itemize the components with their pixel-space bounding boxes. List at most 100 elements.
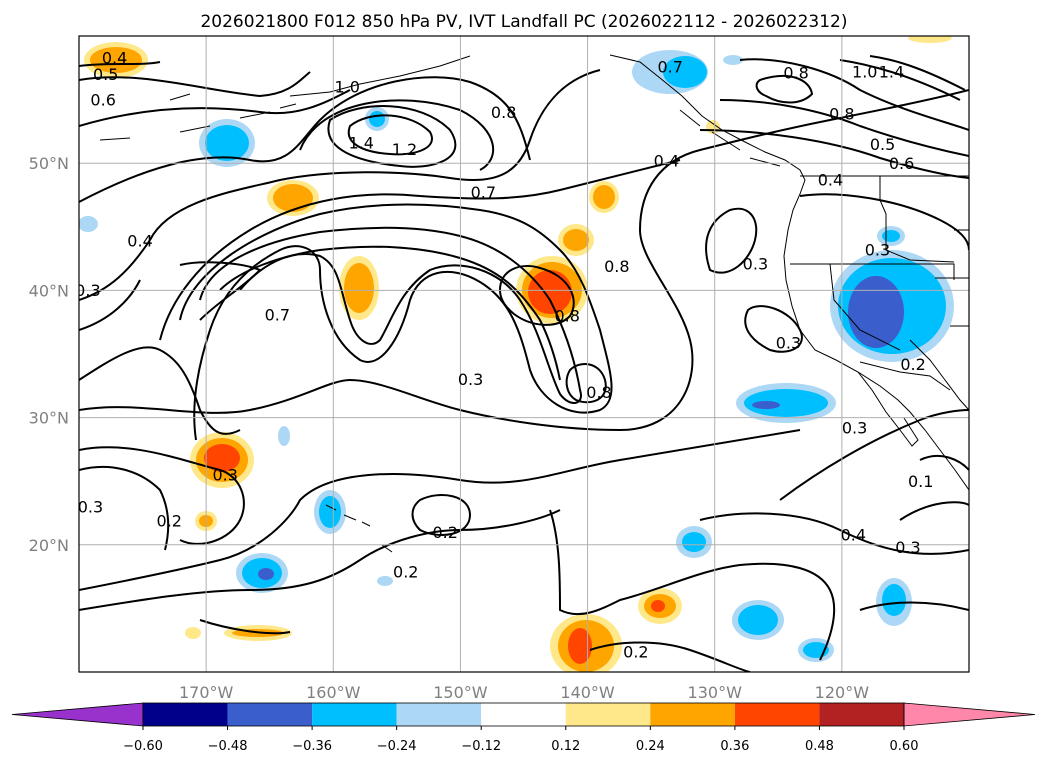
contour-label: 0.7 [471, 183, 496, 202]
y-axis-ticks: 20°N 30°N 40°N 50°N [29, 154, 69, 555]
contour-line [79, 346, 241, 435]
contour-label: 0.3 [75, 281, 100, 300]
colorbar-tick-label: 0.48 [805, 739, 834, 754]
contour-label: 0.5 [870, 135, 895, 154]
contour-line [565, 363, 607, 404]
negative-anomaly-blob [738, 605, 778, 635]
contour-line [411, 494, 472, 536]
contour-line [79, 509, 561, 611]
colorbar-tick-label: −0.12 [461, 739, 501, 754]
contour-line [839, 59, 961, 101]
aleutian-islands [99, 103, 297, 141]
contour-label: 0.3 [895, 538, 920, 557]
negative-anomaly-blob [848, 276, 904, 348]
contour-line [79, 89, 351, 127]
contour-line [705, 207, 758, 274]
contour-line [589, 641, 751, 672]
contour-label: 0.6 [90, 90, 115, 109]
contour-line [869, 55, 966, 91]
contour-line [79, 71, 311, 98]
contour-line [199, 226, 582, 404]
positive-anomaly-blob [568, 628, 592, 664]
shading-negative [79, 50, 954, 662]
contour-line [549, 509, 836, 661]
contour-line [79, 446, 245, 545]
hawaiian-islands [325, 504, 393, 553]
contour-label: 0.3 [865, 240, 890, 259]
colorbar-extend-high [903, 702, 1036, 727]
negative-anomaly-blob [752, 401, 780, 409]
positive-anomaly-blob [593, 185, 615, 209]
contour-line [699, 129, 969, 179]
contour-label: 0.3 [743, 254, 768, 273]
contour-label: 0.8 [555, 307, 580, 326]
contour-line [739, 58, 969, 131]
colorbar-extend-low [11, 702, 144, 727]
contour-line [327, 105, 457, 168]
contour-line [79, 466, 170, 551]
contour-label: 1.4 [349, 134, 374, 153]
negative-anomaly-blob [377, 576, 393, 586]
contour-line [347, 114, 433, 156]
x-tick-label: 120°W [815, 683, 870, 702]
contour-label: 0.3 [212, 466, 237, 485]
positive-anomaly-blob [651, 600, 665, 612]
contour-line [79, 89, 969, 432]
contour-label: 0.6 [889, 154, 914, 173]
colorbar-tick-label: 0.24 [636, 739, 665, 754]
contour-label: 0.4 [102, 48, 127, 67]
colorbar-tick-label: 0.36 [720, 739, 749, 754]
graticule [79, 36, 969, 672]
contour-label: 0.8 [829, 104, 854, 123]
x-tick-label: 140°W [560, 683, 615, 702]
contour-label: 0.7 [657, 57, 682, 76]
alaska-coast [169, 55, 471, 101]
positive-anomaly-blob [185, 627, 201, 639]
colorbar-tick-label: −0.36 [292, 739, 332, 754]
colorbar-bin [565, 703, 651, 726]
positive-anomaly-blob [563, 229, 589, 251]
contour-line [899, 501, 969, 521]
colorbar-tick-label: −0.60 [123, 739, 163, 754]
negative-anomaly-blob [79, 216, 98, 232]
colorbar-bin [143, 703, 228, 726]
contour-label: 0.4 [654, 151, 679, 170]
contour-line [179, 203, 613, 441]
border-state [829, 263, 901, 351]
coastline-north-america [609, 54, 969, 491]
contour-line [719, 99, 969, 157]
contour-label: 1.2 [392, 140, 417, 159]
colorbar-tick-label: −0.24 [377, 739, 417, 754]
contour-line [79, 69, 601, 301]
contour-line [79, 279, 141, 331]
contour-line [199, 619, 291, 635]
contour-line [779, 409, 969, 501]
contour-line [919, 454, 969, 471]
contour-label: 0.3 [842, 419, 867, 438]
colorbar: −0.60 −0.48 −0.36 −0.24 −0.12 0.12 0.24 0.36 0.4… [11, 702, 1036, 754]
y-tick-label: 30°N [29, 409, 69, 428]
colorbar-bin [312, 703, 397, 726]
colorbar-bin [396, 703, 482, 726]
x-tick-label: 170°W [179, 683, 234, 702]
contour-label: 0.4 [841, 525, 866, 544]
plot-frame [78, 35, 970, 673]
negative-anomaly-blob [682, 532, 706, 552]
contour-label: 0.3 [78, 497, 103, 516]
contour-line [859, 601, 969, 611]
colorbar-bin [481, 703, 566, 726]
negative-anomaly-blob [258, 568, 274, 580]
contour-label: 0.7 [265, 305, 290, 324]
contour-line [699, 512, 969, 555]
y-tick-label: 40°N [29, 281, 69, 300]
contour-label: 0.5 [93, 65, 118, 84]
negative-anomaly-blob [369, 111, 385, 127]
positive-anomaly-blob [204, 444, 240, 472]
coastline-baja [857, 371, 919, 447]
y-tick-label: 20°N [29, 536, 69, 555]
contour-label: 0.2 [900, 355, 925, 374]
contour-line [79, 76, 531, 203]
coastlines [99, 54, 969, 553]
chart-title: 2026021800 F012 850 hPa PV, IVT Landfall… [200, 12, 847, 32]
